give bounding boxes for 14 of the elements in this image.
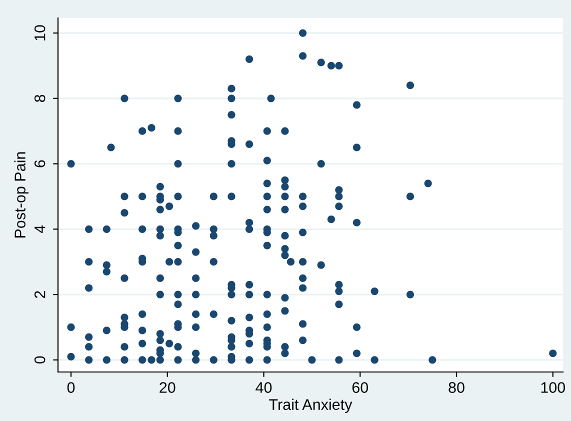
y-tick-label: 6 [34,160,46,168]
y-tick-label: 4 [34,225,46,234]
x-tick-label: 100 [541,382,566,393]
y-tick-label: 8 [34,94,46,102]
x-tick-label: 40 [256,382,272,393]
y-tick-label: 2 [34,291,46,298]
x-tick-label: 0 [67,382,75,393]
y-tick-label: 0 [34,356,46,364]
y-axis-title: Post-op Pain [14,152,28,238]
y-tick-label: 10 [34,25,46,40]
x-axis-title: Trait Anxiety [269,398,352,413]
x-tick-label: 60 [352,382,368,393]
x-tick-label: 80 [448,382,464,393]
x-tick-label: 20 [160,382,176,393]
